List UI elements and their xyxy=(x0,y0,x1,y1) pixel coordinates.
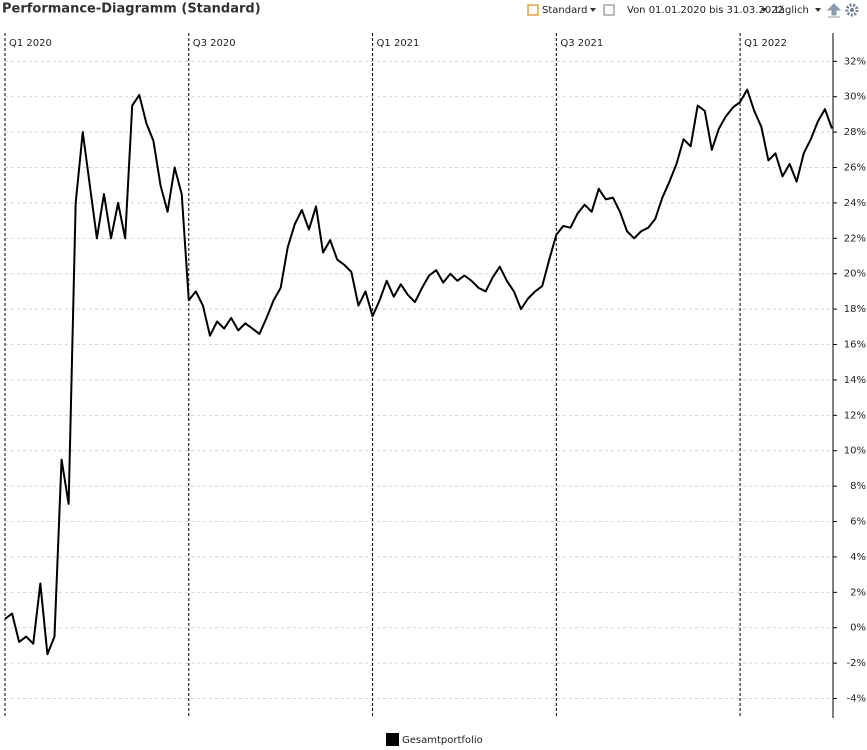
dropdown-arrow[interactable] xyxy=(590,8,596,12)
y-tick-label: 26% xyxy=(844,163,866,174)
y-tick-label: 28% xyxy=(844,127,866,138)
x-tick-label: Q1 2022 xyxy=(744,38,787,49)
x-tick-label: Q3 2021 xyxy=(560,38,603,49)
y-tick-label: 6% xyxy=(850,517,866,528)
line-series xyxy=(4,88,833,656)
y-tick-label: 16% xyxy=(844,340,866,351)
legend-swatch xyxy=(386,733,399,746)
y-tick-label: 0% xyxy=(850,623,866,634)
interval-selector[interactable]: täglich xyxy=(775,5,809,16)
y-tick-label: 4% xyxy=(850,552,866,563)
calendar-icon[interactable] xyxy=(527,4,539,16)
y-tick-label: 10% xyxy=(844,446,866,457)
y-tick-label: -4% xyxy=(847,694,866,705)
date-range[interactable]: Von 01.01.2020 bis 31.03.2022 xyxy=(627,5,784,16)
x-tick-label: Q1 2021 xyxy=(377,38,420,49)
dropdown-arrow[interactable] xyxy=(815,8,821,12)
view-selector[interactable]: Standard xyxy=(542,5,588,16)
y-tick-label: 22% xyxy=(844,233,866,244)
chart-title: Performance-Diagramm (Standard) xyxy=(2,2,261,17)
dropdown-arrow[interactable] xyxy=(761,8,767,12)
y-tick-label: -2% xyxy=(847,658,866,669)
x-tick-label: Q3 2020 xyxy=(193,38,236,49)
y-tick-label: 24% xyxy=(844,198,866,209)
y-tick-label: 18% xyxy=(844,304,866,315)
y-tick-label: 8% xyxy=(850,481,866,492)
y-tick-label: 2% xyxy=(850,587,866,598)
y-tick-label: 14% xyxy=(844,375,866,386)
settings-icon-center[interactable] xyxy=(850,8,854,12)
y-tick-label: 12% xyxy=(844,410,866,421)
x-tick-label: Q1 2020 xyxy=(9,38,52,49)
legend-label: Gesamtportfolio xyxy=(402,735,483,746)
export-icon[interactable] xyxy=(826,3,842,18)
config-icon[interactable] xyxy=(603,4,615,16)
y-tick-label: 30% xyxy=(844,92,866,103)
y-tick-label: 20% xyxy=(844,269,866,280)
settings-icon[interactable] xyxy=(845,3,859,17)
y-tick-label: 32% xyxy=(844,56,866,67)
